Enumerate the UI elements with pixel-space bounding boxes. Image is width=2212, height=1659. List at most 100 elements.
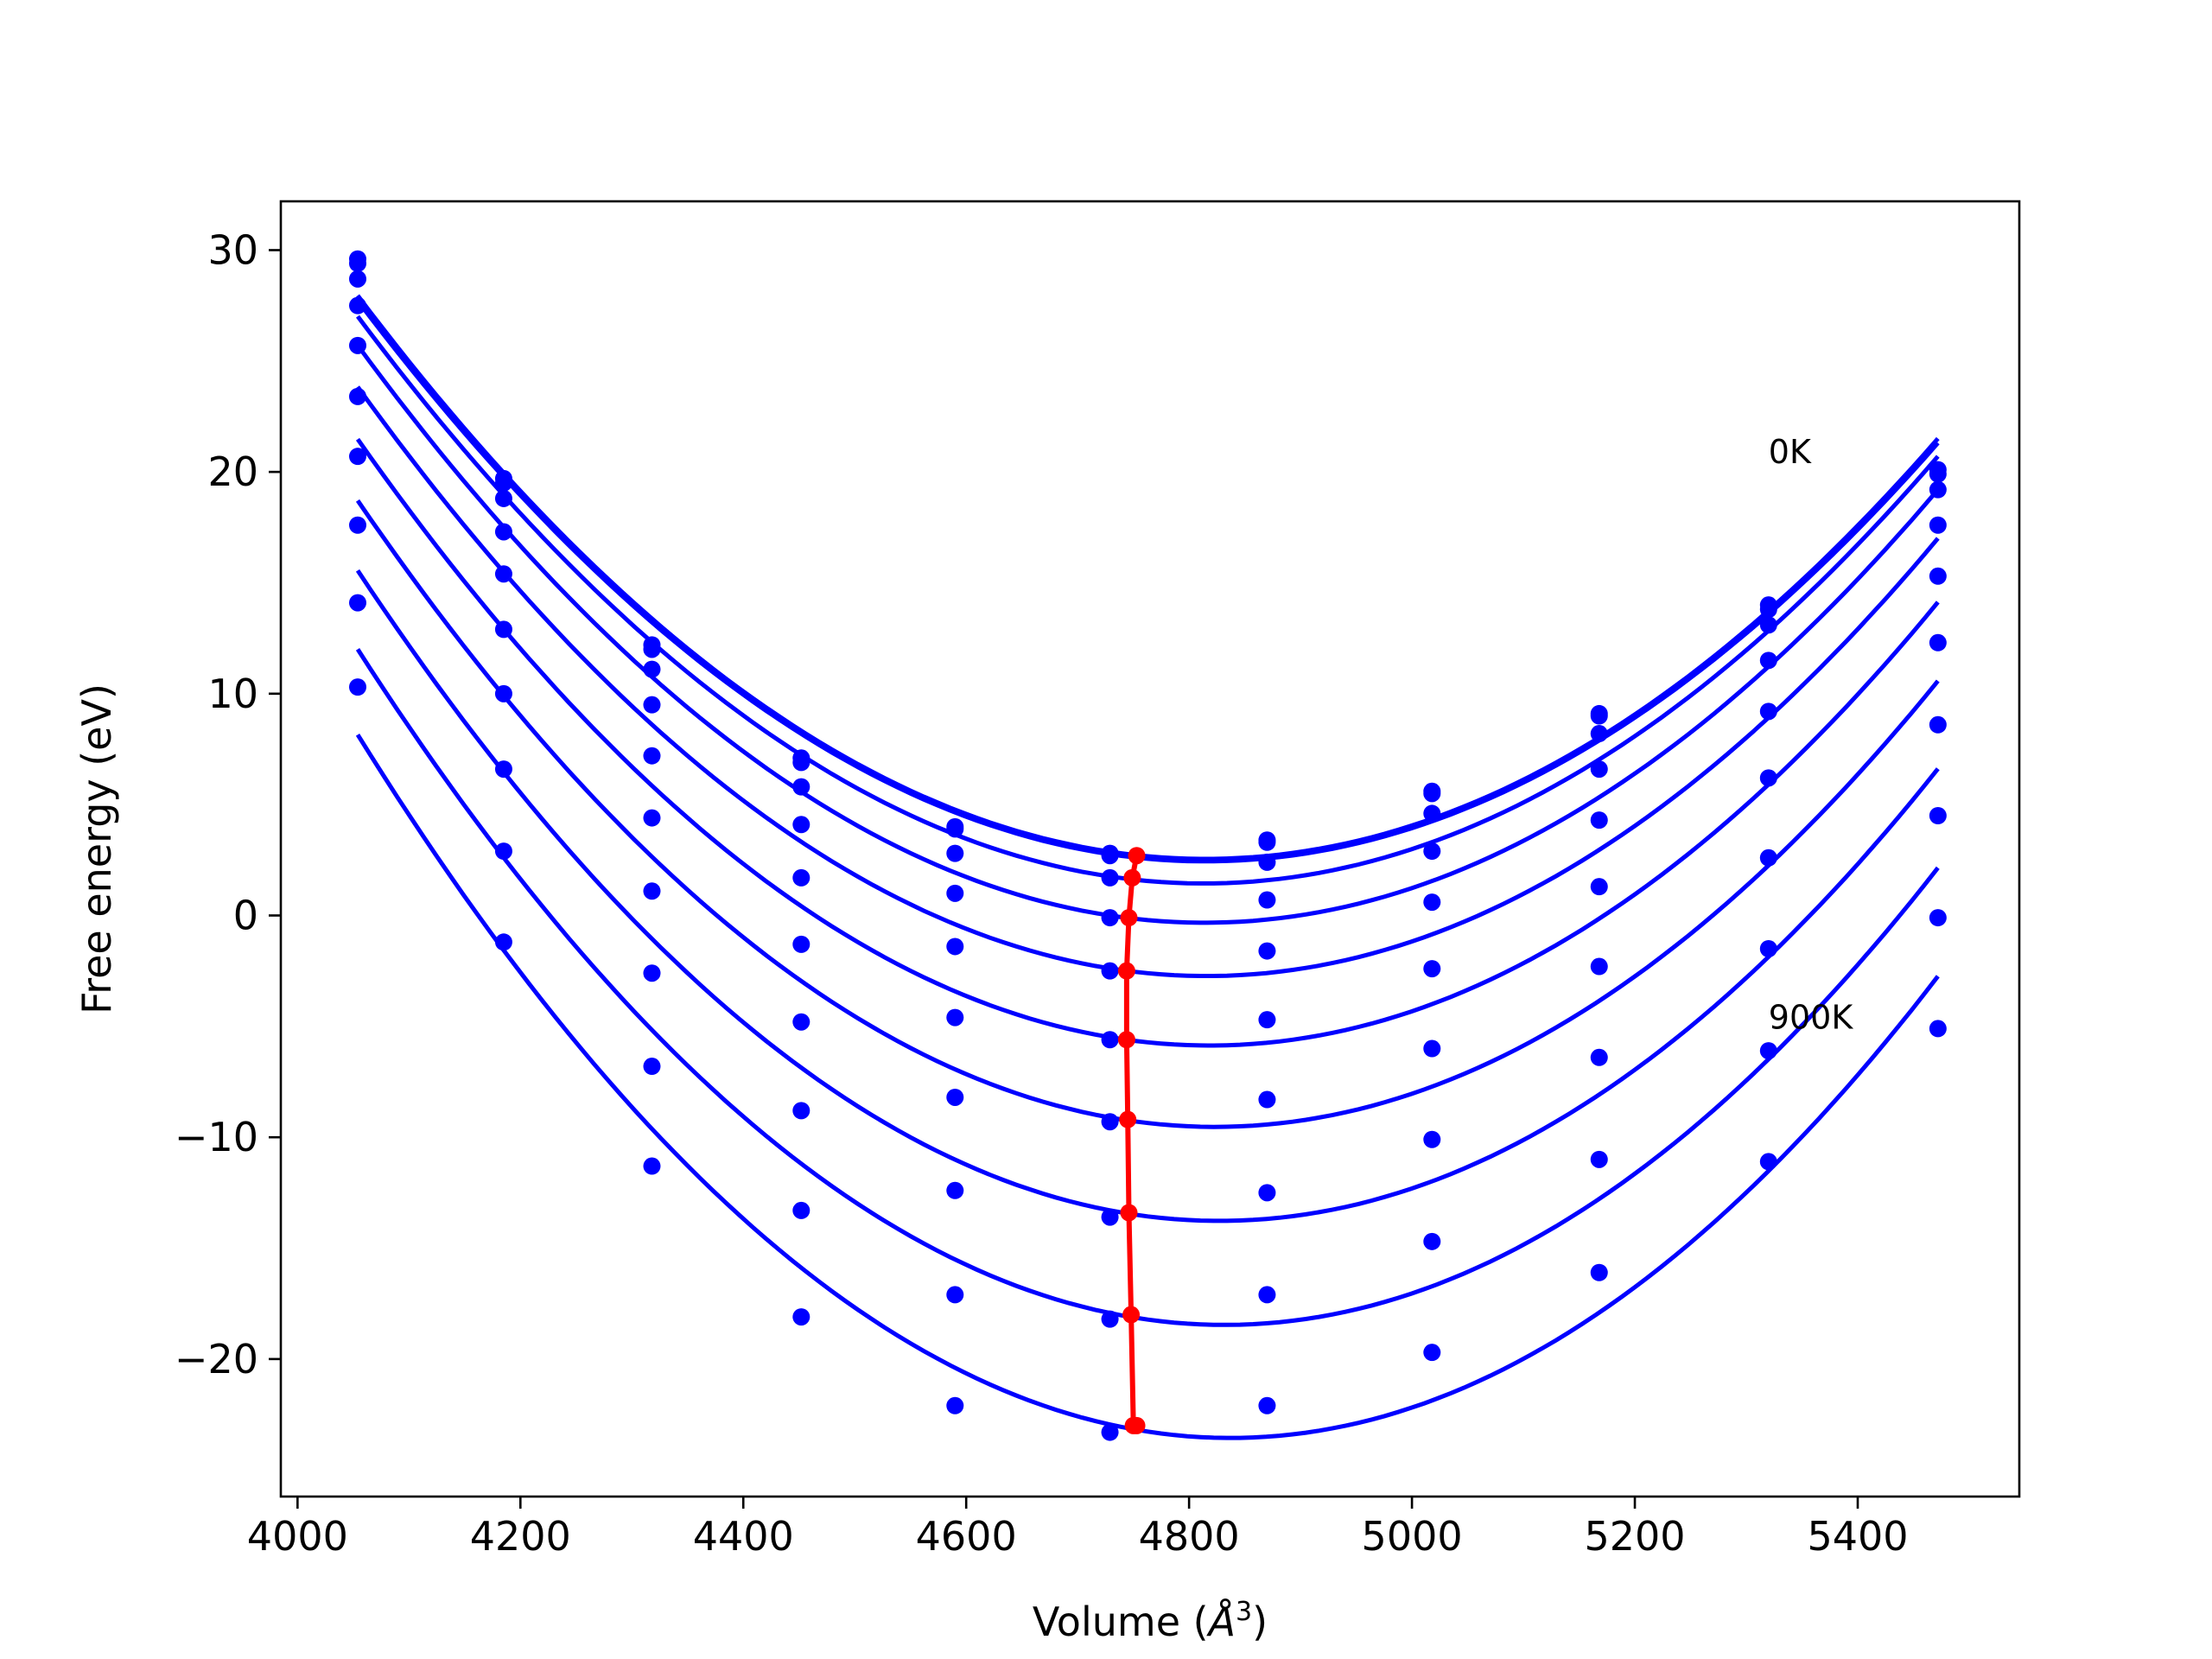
isotherm-point <box>1759 601 1777 619</box>
isotherm-point <box>946 1008 964 1027</box>
x-axis-label-unit: Å <box>1206 1599 1236 1645</box>
isotherm-point <box>1423 842 1441 861</box>
isotherm-curve-8 <box>355 648 1940 1327</box>
isotherm-point <box>1929 567 1947 585</box>
isotherm-point <box>1759 849 1777 867</box>
isotherm-point <box>1101 909 1119 927</box>
isotherm-point <box>792 1102 810 1120</box>
x-axis-label-prefix: Volume ( <box>1033 1599 1209 1645</box>
minimum-line-group <box>1117 847 1146 1434</box>
isotherm-point <box>643 882 661 900</box>
y-axis-ticks: −20 −10 0 10 20 30 <box>175 226 281 1382</box>
isotherm-point <box>1929 909 1947 927</box>
y-tick-label: −10 <box>175 1114 258 1160</box>
isotherm-point <box>1929 715 1947 734</box>
isotherm-curve-6 <box>355 499 1940 1129</box>
isotherm-point <box>792 778 810 796</box>
isotherm-point <box>1759 652 1777 670</box>
y-tick-label: 30 <box>207 226 258 273</box>
isotherm-point <box>1258 1286 1276 1304</box>
minimum-point <box>1128 847 1146 865</box>
y-axis-label: Free energy (eV) <box>73 683 120 1014</box>
isotherm-point <box>946 820 964 838</box>
isotherm-point <box>494 760 512 779</box>
isotherm-point <box>494 620 512 639</box>
isotherm-point <box>643 696 661 714</box>
isotherm-point <box>1423 960 1441 978</box>
minimum-point <box>1119 1110 1137 1128</box>
isotherm-point <box>946 1396 964 1414</box>
isotherm-point <box>1423 1039 1441 1058</box>
minimum-point <box>1117 962 1135 980</box>
isotherm-curve-2 <box>355 315 1940 886</box>
isotherm-point <box>1929 633 1947 652</box>
isotherm-point <box>1258 833 1276 851</box>
x-tick-label: 4000 <box>247 1513 348 1560</box>
isotherm-point <box>1759 616 1777 634</box>
isotherm-point <box>1929 806 1947 824</box>
isotherm-point <box>1929 465 1947 483</box>
isotherm-curve-7 <box>355 569 1940 1224</box>
isotherm-curve-5 <box>355 437 1940 1048</box>
isotherm-point <box>1101 1208 1119 1226</box>
isotherm-point <box>643 640 661 658</box>
isotherm-point <box>1423 804 1441 823</box>
isotherm-point <box>348 594 366 612</box>
minimum-point <box>1120 1204 1138 1222</box>
x-tick-label: 5000 <box>1362 1513 1463 1560</box>
isotherm-point <box>643 747 661 765</box>
isotherm-point <box>792 1201 810 1219</box>
minimum-point <box>1120 909 1138 927</box>
x-tick-label: 4200 <box>470 1513 571 1560</box>
minimum-point <box>1122 1306 1141 1324</box>
x-axis-label-exponent: 3 <box>1236 1597 1252 1627</box>
isotherm-curve-0 <box>356 294 1940 861</box>
isotherm-point <box>1590 811 1608 830</box>
isotherm-point <box>1590 1048 1608 1066</box>
isotherm-point <box>494 489 512 507</box>
isotherm-point <box>792 868 810 887</box>
minimum-point <box>1128 1416 1146 1434</box>
isotherm-point <box>643 660 661 678</box>
isotherm-point <box>1759 769 1777 787</box>
x-tick-label: 4800 <box>1139 1513 1240 1560</box>
isotherm-point <box>494 842 512 861</box>
isotherm-point <box>1590 878 1608 896</box>
isotherm-point <box>1929 480 1947 499</box>
isotherm-point <box>494 565 512 583</box>
isotherm-point <box>643 1058 661 1076</box>
isotherm-point <box>1258 1011 1276 1029</box>
isotherm-point <box>348 254 366 272</box>
x-tick-label: 5200 <box>1584 1513 1685 1560</box>
isotherm-point <box>1590 707 1608 725</box>
isotherm-point <box>1423 1344 1441 1362</box>
isotherm-point <box>348 296 366 315</box>
x-tick-label: 4400 <box>693 1513 794 1560</box>
isotherm-point <box>1423 785 1441 803</box>
isotherm-point <box>348 336 366 354</box>
isotherm-point <box>348 270 366 288</box>
x-tick-label: 4600 <box>916 1513 1017 1560</box>
isotherm-point <box>1759 1153 1777 1171</box>
annotation-label: 0K <box>1769 433 1812 471</box>
x-axis-label: Volume (Å3) <box>1033 1597 1268 1645</box>
isotherm-point <box>792 1308 810 1326</box>
isotherm-point <box>1101 847 1119 865</box>
isotherm-points <box>348 250 1947 1441</box>
isotherm-point <box>946 938 964 956</box>
isotherm-point <box>1101 868 1119 887</box>
isotherm-point <box>1258 891 1276 909</box>
isotherm-point <box>1258 853 1276 871</box>
isotherm-point <box>1929 1020 1947 1038</box>
isotherm-point <box>946 1088 964 1106</box>
isotherm-point <box>1101 1310 1119 1328</box>
isotherm-curves <box>355 294 1940 1440</box>
isotherm-point <box>494 933 512 951</box>
isotherm-point <box>1590 957 1608 976</box>
isotherm-point <box>1258 942 1276 960</box>
isotherm-point <box>1101 1423 1119 1441</box>
isotherm-point <box>1101 1031 1119 1049</box>
isotherm-point <box>348 678 366 696</box>
isotherm-point <box>1759 940 1777 958</box>
